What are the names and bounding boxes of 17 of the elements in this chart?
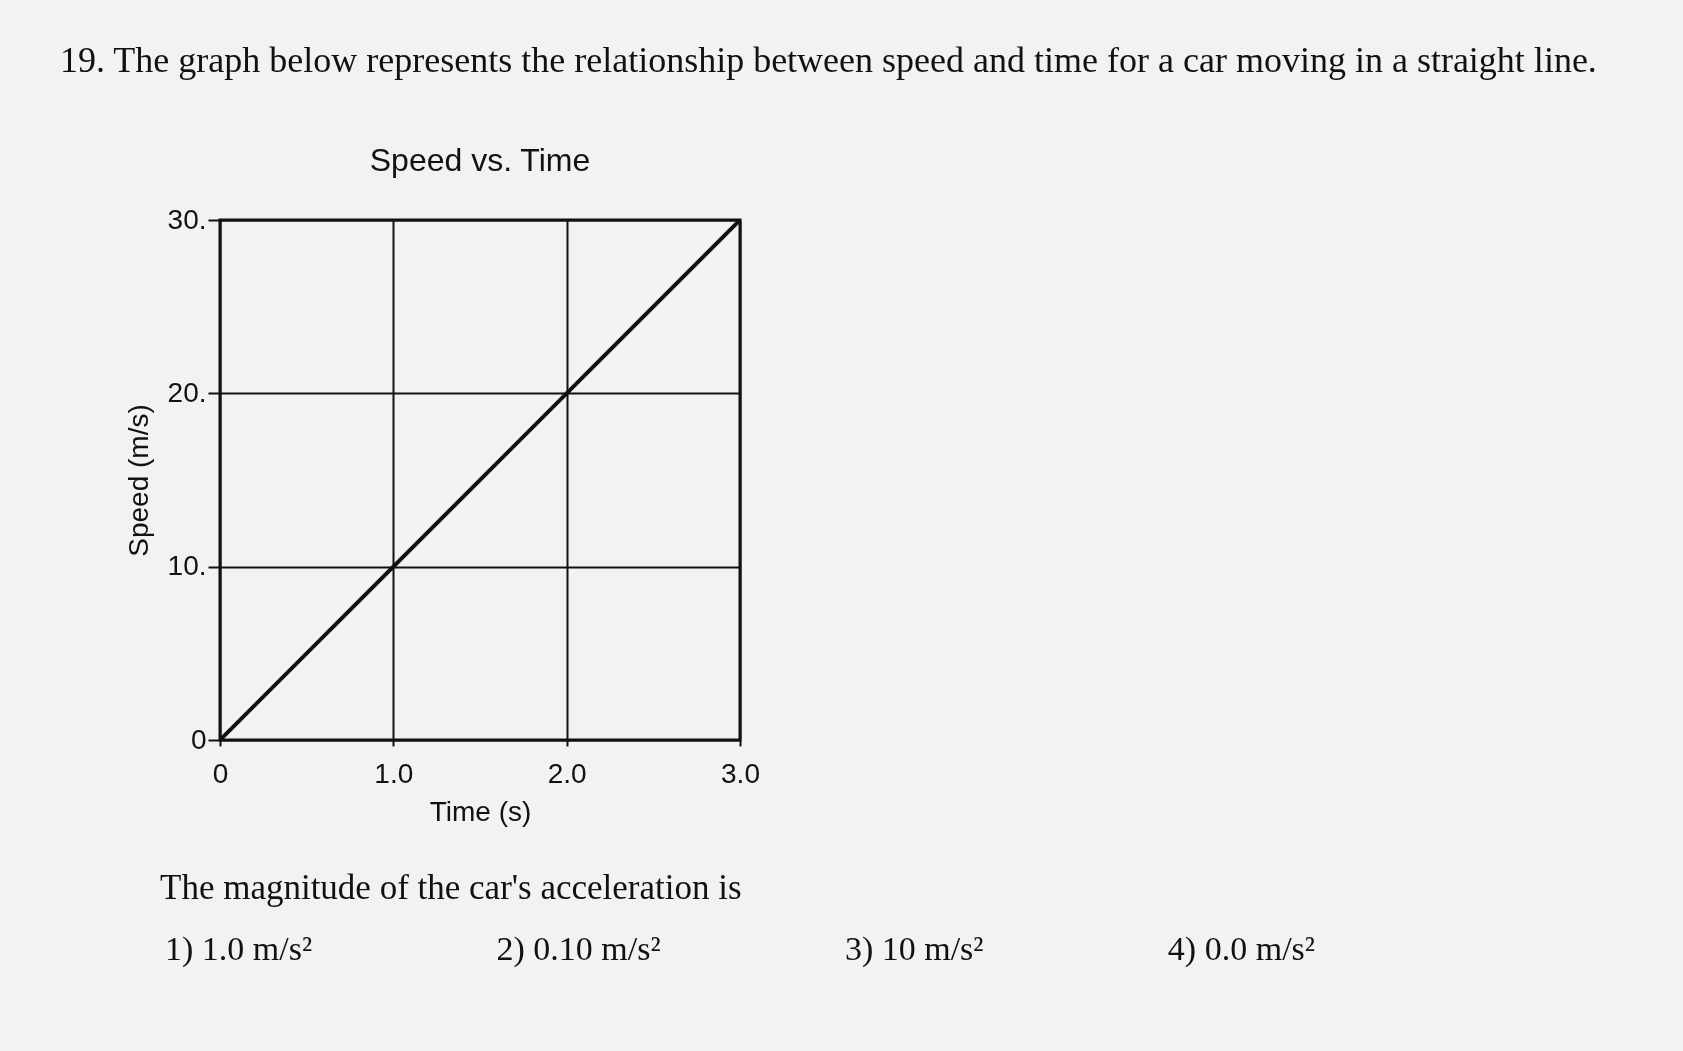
x-axis-title: Time (s)	[429, 795, 532, 827]
x-tick-label: 1.0	[374, 757, 414, 789]
x-tick-label: 3.0	[721, 757, 760, 789]
y-tick-label: 20.	[167, 376, 207, 408]
text: 3) 10 m/s²	[844, 930, 984, 968]
x-tick-label: 0	[212, 757, 229, 789]
text: 2) 0.10 m/s²	[496, 930, 661, 968]
text: 1) 1.0 m/s²	[165, 930, 313, 968]
y-tick-label: 30.	[167, 203, 207, 235]
x-tick-label: 2.0	[547, 757, 587, 789]
text: 4) 0.0 m/s²	[1167, 930, 1315, 968]
text: The magnitude of the car's acceleration is	[160, 868, 742, 908]
y-axis-title: Speed (m/s)	[122, 404, 154, 557]
chart-title: Speed vs. Time	[369, 142, 591, 178]
y-tick-label: 0	[190, 723, 207, 755]
text: 19. The graph below represents the relationship between speed and time for a car moving in a straight line.	[60, 39, 1598, 82]
y-tick-label: 10.	[167, 550, 207, 582]
